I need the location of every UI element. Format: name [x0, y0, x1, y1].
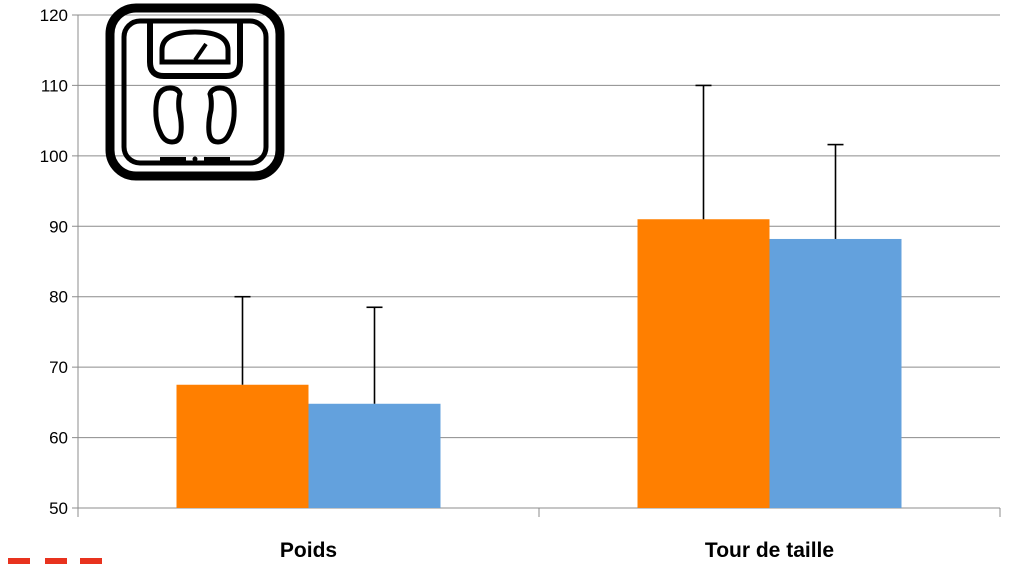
bar-blue-1: [769, 238, 902, 508]
y-tick-label: 50: [49, 499, 68, 518]
bar-orange-0: [176, 384, 309, 508]
y-tick-label: 120: [40, 6, 68, 25]
y-tick-label: 90: [49, 217, 68, 236]
x-category-label: Tour de taille: [705, 539, 834, 562]
y-tick-label: 110: [41, 76, 68, 95]
x-axis: [77, 507, 1001, 517]
bars: [176, 219, 902, 508]
y-tick-label: 100: [40, 147, 68, 166]
y-tick-label: 70: [49, 358, 68, 377]
category-labels: Poids Tour de taille: [280, 539, 834, 562]
y-tick-label: 60: [49, 429, 68, 448]
y-tick-label: 80: [49, 288, 68, 307]
y-axis: 50 60 70 80 90 100 110 120: [40, 6, 79, 518]
x-category-label: Poids: [280, 539, 337, 562]
error-bars: [234, 84, 844, 404]
bathroom-scale-icon: [105, 3, 285, 181]
bar-orange-1: [637, 219, 770, 508]
bar-blue-0: [308, 403, 441, 508]
